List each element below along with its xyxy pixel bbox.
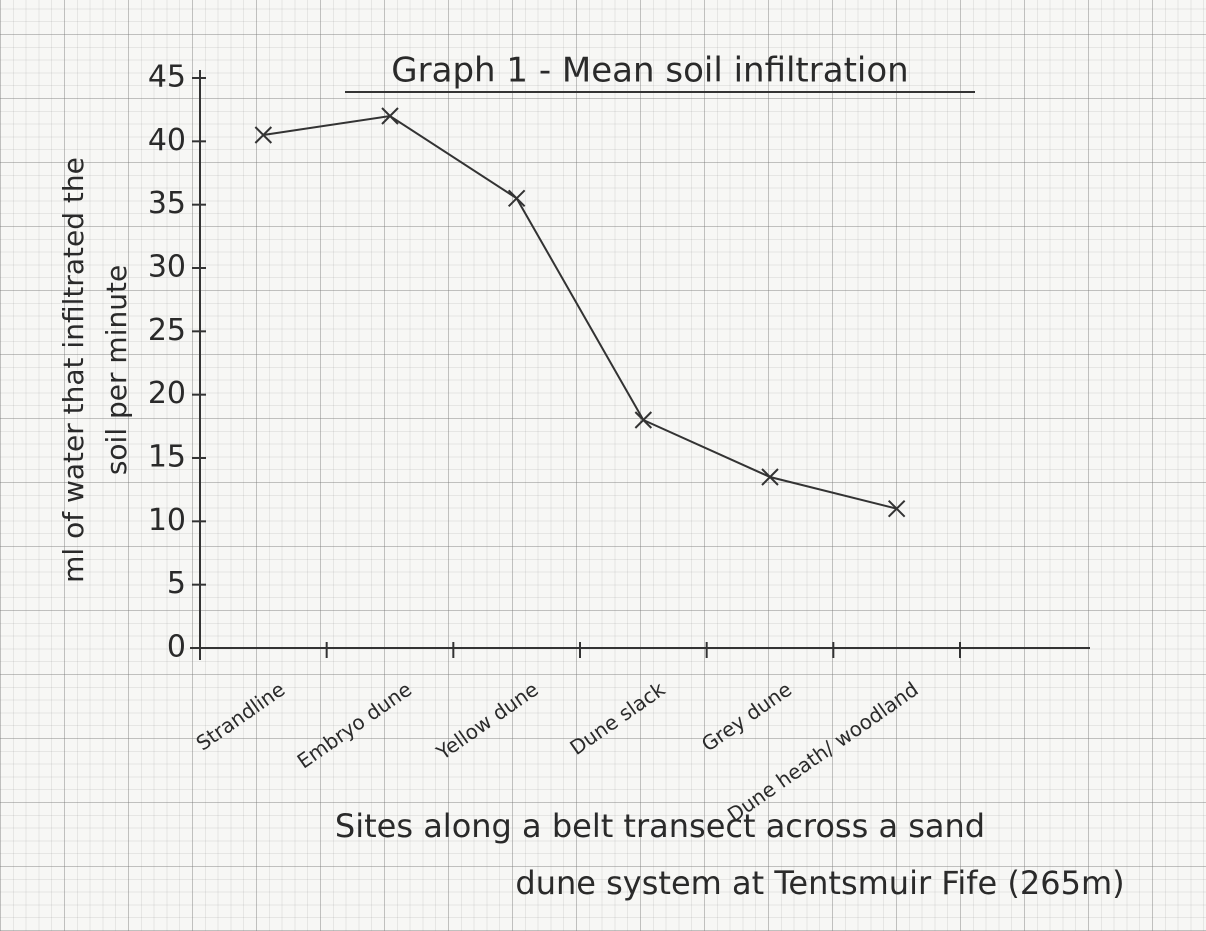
y-tick-label: 5	[167, 566, 186, 601]
y-tick-label: 15	[148, 440, 186, 475]
graph-paper: Graph 1 - Mean soil infiltration ml of w…	[0, 0, 1206, 931]
y-tick-label: 45	[148, 60, 186, 95]
x-tick-label: Dune slack	[565, 677, 669, 760]
x-axis-label: dune system at Tentsmuir Fife (265m)	[515, 864, 1124, 902]
data-point	[509, 190, 525, 206]
y-tick-label: 20	[148, 376, 186, 411]
y-axis-label: ml of water that infiltrated the	[57, 157, 90, 583]
y-tick-label: 10	[148, 503, 186, 538]
data-point	[889, 501, 905, 517]
y-tick-label: 25	[148, 313, 186, 348]
chart: Graph 1 - Mean soil infiltration ml of w…	[0, 0, 1206, 931]
x-tick-label: Strandline	[192, 677, 290, 755]
y-tick-label: 35	[148, 186, 186, 221]
x-tick-label: Yellow dune	[431, 677, 542, 765]
data-point	[635, 412, 651, 428]
x-tick-label: Grey dune	[697, 677, 796, 756]
x-axis-label: Sites along a belt transect across a san…	[335, 807, 985, 845]
data-point	[762, 469, 778, 485]
y-tick-label: 0	[167, 630, 186, 665]
x-tick-label: Embryo dune	[293, 677, 416, 773]
chart-title: Graph 1 - Mean soil infiltration	[391, 51, 908, 91]
y-tick-label: 40	[148, 123, 186, 158]
y-axis-label: soil per minute	[100, 265, 133, 475]
y-tick-label: 30	[148, 250, 186, 285]
data-line	[263, 116, 896, 509]
